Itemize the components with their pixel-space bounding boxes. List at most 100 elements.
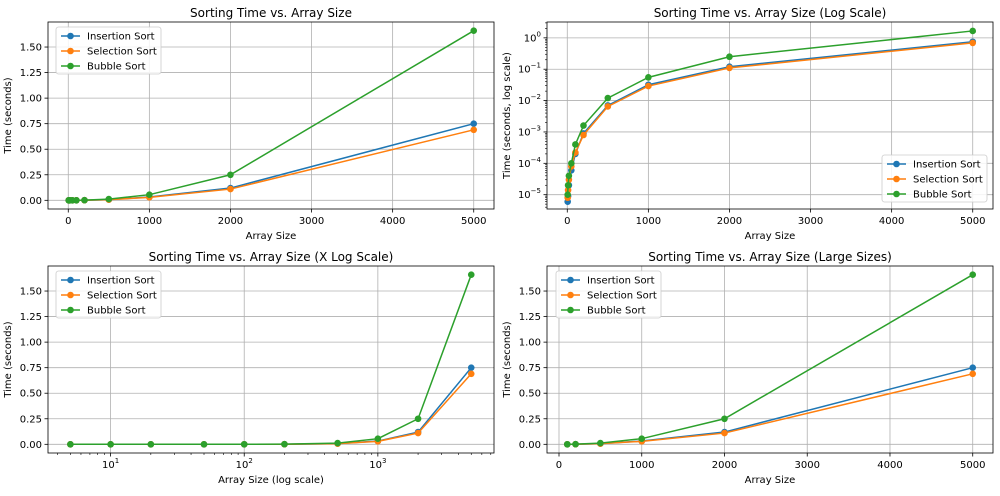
- data-point: [200, 441, 208, 448]
- data-point: [467, 271, 475, 278]
- data-point: [565, 172, 573, 180]
- legend: Insertion Sort Selection Sort Bubble Sort: [555, 270, 662, 319]
- y-tick-label: 0.25: [519, 414, 541, 425]
- chart-title: Sorting Time vs. Array Size (Log Scale): [654, 6, 887, 20]
- data-point: [564, 191, 571, 198]
- y-tick-label: 0.00: [20, 440, 42, 451]
- legend-label: Insertion Sort: [587, 276, 655, 287]
- legend: Insertion Sort Selection Sort Bubble Sort: [55, 270, 162, 319]
- data-point: [969, 27, 977, 35]
- legend-marker: [893, 190, 900, 198]
- x-tick-label: 102: [236, 457, 253, 471]
- y-axis-label: Time (seconds, log scale): [502, 52, 513, 180]
- legend: Insertion Sort Selection Sort Bubble Sort: [881, 154, 988, 203]
- x-tick-label: 0: [556, 460, 562, 471]
- x-tick-label: 3000: [795, 460, 820, 471]
- data-point: [240, 440, 248, 448]
- data-point: [470, 27, 478, 34]
- series-line: [567, 366, 973, 446]
- legend-label: Selection Sort: [87, 291, 157, 302]
- x-tick-label: 101: [102, 457, 119, 471]
- data-point: [374, 435, 382, 442]
- legend-marker: [567, 306, 574, 314]
- data-point: [227, 171, 234, 179]
- data-point: [580, 122, 587, 129]
- y-tick-label: 0.50: [20, 145, 42, 156]
- data-point: [969, 364, 977, 371]
- data-point: [281, 440, 288, 448]
- data-point: [969, 271, 977, 278]
- legend-marker: [893, 160, 900, 168]
- x-tick-label: 103: [369, 457, 386, 471]
- legend-marker: [893, 175, 900, 183]
- x-tick-label: 4000: [877, 460, 902, 471]
- axes-frame: [546, 265, 994, 454]
- x-tick-label: 1000: [137, 216, 162, 227]
- data-point: [67, 441, 74, 448]
- series-line: [567, 373, 973, 446]
- data-point: [604, 94, 612, 102]
- series-line: [70, 367, 472, 446]
- y-tick-label: 0.50: [519, 389, 541, 400]
- y-tick-label: 0.00: [519, 440, 541, 451]
- axes-frame: [47, 21, 495, 210]
- y-tick-label: 0.50: [20, 389, 42, 400]
- subplot-3: 101 102 103 0.00 0.25 0.50 0.75 1.00 1.25 1.50 Sor…: [3, 250, 495, 486]
- series-2: [65, 126, 478, 204]
- legend-label: Insertion Sort: [87, 276, 155, 287]
- x-axis-label: Array Size: [745, 231, 796, 242]
- data-point: [645, 82, 652, 90]
- legend-box: [55, 26, 162, 75]
- y-tick-label: 1.50: [519, 287, 541, 298]
- x-tick-label: 2000: [712, 460, 737, 471]
- x-tick-label: 5000: [461, 216, 486, 227]
- legend-marker: [67, 32, 74, 40]
- legend-marker: [567, 291, 574, 299]
- data-point: [414, 429, 422, 437]
- series-1: [65, 120, 478, 204]
- data-point: [726, 64, 733, 72]
- chart-title: Sorting Time vs. Array Size: [190, 6, 352, 20]
- data-point: [467, 370, 475, 378]
- data-point: [467, 364, 475, 371]
- subplot-1: 0 1000 2000 3000 4000 5000 0.00 0.25 0.50 0.75 1.0…: [3, 6, 495, 242]
- legend-marker: [67, 276, 74, 284]
- legend-marker: [67, 62, 74, 70]
- legend-marker: [567, 276, 574, 284]
- legend-label: Selection Sort: [913, 175, 983, 186]
- data-point: [969, 39, 977, 47]
- x-tick-label: 3000: [798, 216, 823, 227]
- y-tick-label: 0.25: [20, 170, 42, 181]
- x-tick-label: 2000: [717, 216, 742, 227]
- series-3: [65, 27, 478, 204]
- data-point: [721, 429, 728, 437]
- legend-label: Bubble Sort: [587, 306, 646, 317]
- subplot-2: 0 1000 2000 3000 4000 5000 10−5 10−4 10−3 10−2 10−…: [502, 6, 994, 242]
- data-point: [81, 196, 88, 204]
- x-tick-label: 4000: [380, 216, 405, 227]
- data-point: [105, 195, 113, 203]
- chart-title: Sorting Time vs. Array Size (Large Sizes…: [648, 250, 892, 264]
- series-1: [67, 364, 475, 448]
- y-tick-label: 10−5: [518, 187, 541, 201]
- legend-label: Bubble Sort: [87, 62, 146, 73]
- y-tick-label: 1.00: [20, 338, 42, 349]
- y-tick-label: 10−4: [518, 156, 542, 170]
- legend-box: [881, 154, 988, 203]
- legend-marker: [67, 306, 74, 314]
- data-point: [563, 440, 571, 448]
- subplot-4: 0 1000 2000 3000 4000 5000 0.00 0.25 0.50 0.75 1.0…: [502, 250, 994, 486]
- series-line: [566, 30, 973, 195]
- data-point: [227, 185, 234, 193]
- data-point: [470, 126, 478, 134]
- legend-label: Bubble Sort: [913, 190, 972, 201]
- y-axis-label: Time (seconds): [3, 321, 14, 398]
- series-1: [563, 364, 977, 448]
- x-tick-label: 5000: [960, 216, 985, 227]
- x-tick-label: 0: [564, 216, 570, 227]
- y-axis-label: Time (seconds): [3, 77, 14, 154]
- data-point: [721, 415, 728, 423]
- y-tick-label: 0.75: [20, 363, 42, 374]
- y-tick-label: 10−1: [518, 62, 541, 76]
- x-tick-label: 3000: [299, 216, 324, 227]
